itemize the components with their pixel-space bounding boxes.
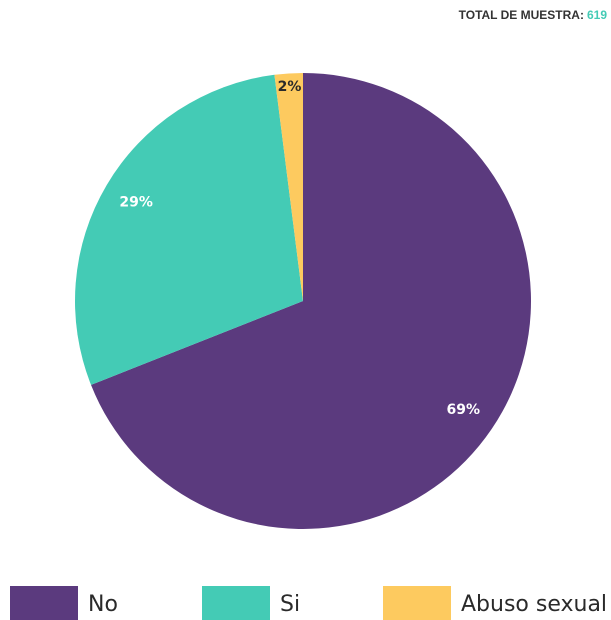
pie-slice xyxy=(74,74,303,385)
pie-slice xyxy=(91,73,532,529)
slice-label: 29% xyxy=(119,194,153,210)
legend-swatch xyxy=(202,586,270,620)
legend-swatch xyxy=(10,586,78,620)
sample-label: TOTAL DE MUESTRA: xyxy=(459,8,584,22)
slice-label: 69% xyxy=(447,402,481,418)
legend-label: Si xyxy=(280,592,300,617)
sample-total: 619 xyxy=(587,8,607,22)
legend-label: No xyxy=(88,592,118,617)
pie-slice xyxy=(274,73,303,301)
legend-label: Abuso sexual xyxy=(461,592,607,617)
slice-label: 2% xyxy=(278,79,302,95)
sample-header: TOTAL DE MUESTRA: 619 xyxy=(459,8,608,22)
legend-swatch xyxy=(383,586,451,620)
